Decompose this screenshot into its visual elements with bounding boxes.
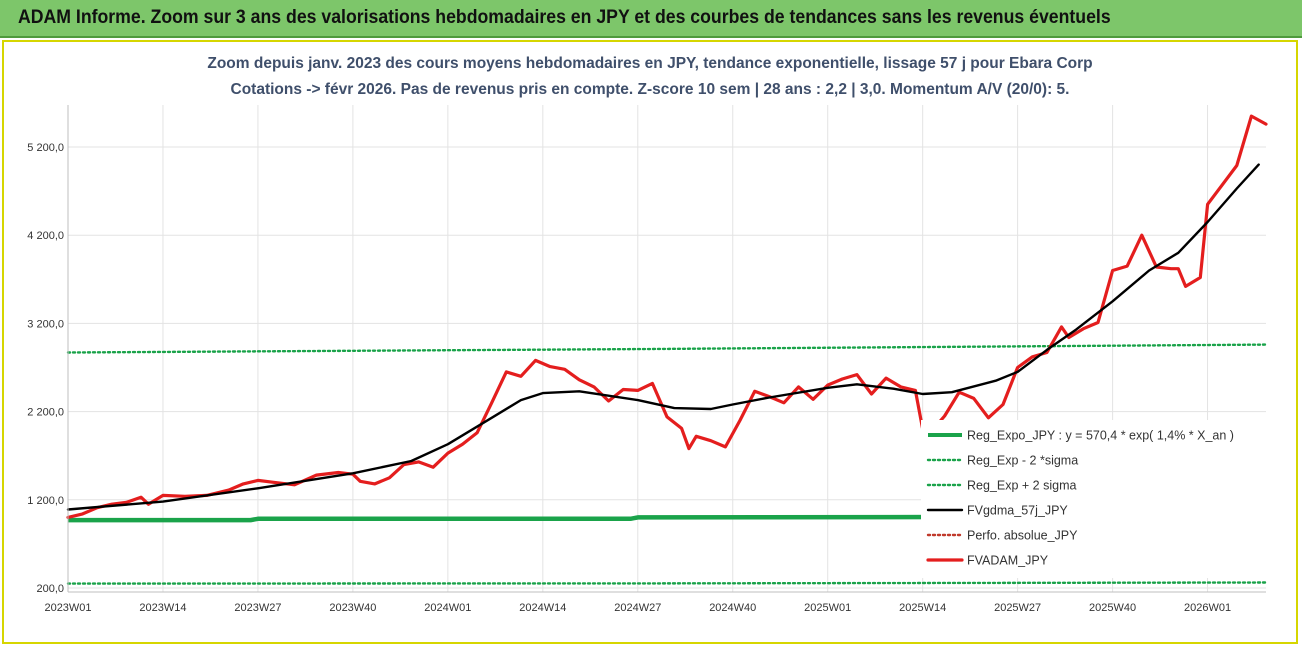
legend-label-0: Reg_Expo_JPY : y = 570,4 * exp( 1,4% * X… (967, 429, 1234, 443)
y-tick-label: 3 200,0 (27, 318, 64, 330)
y-tick-label: 1 200,0 (27, 495, 64, 507)
legend-label-3: FVgdma_57j_JPY (967, 504, 1068, 518)
x-tick-label: 2024W01 (424, 602, 471, 614)
banner-title: ADAM Informe. Zoom sur 3 ans des valoris… (18, 7, 1111, 28)
x-tick-label: 2024W27 (614, 602, 661, 614)
x-tick-label: 2023W14 (139, 602, 186, 614)
series-line-0 (68, 514, 1267, 523)
x-tick-label: 2025W40 (1089, 602, 1136, 614)
y-tick-label: 4 200,0 (27, 230, 64, 242)
legend-label-5: FVADAM_JPY (967, 554, 1049, 568)
x-tick-label: 2026W01 (1184, 602, 1231, 614)
y-tick-label: 200,0 (36, 583, 64, 595)
series-line-1 (66, 581, 1268, 585)
report-banner: ADAM Informe. Zoom sur 3 ans des valoris… (0, 0, 1302, 38)
y-tick-label: 5 200,0 (27, 142, 64, 154)
legend-box (921, 420, 1266, 578)
x-tick-label: 2024W40 (709, 602, 756, 614)
legend-label-1: Reg_Exp - 2 *sigma (967, 454, 1078, 468)
x-tick-label: 2025W27 (994, 602, 1041, 614)
chart-title-line1: Zoom depuis janv. 2023 des cours moyens … (207, 55, 1092, 72)
x-tick-label: 2023W27 (234, 602, 281, 614)
x-tick-label: 2023W40 (329, 602, 376, 614)
series-line-3 (66, 163, 1260, 511)
series-line-2 (66, 343, 1268, 354)
x-tick-label: 2023W01 (44, 602, 91, 614)
legend-label-2: Reg_Exp + 2 sigma (967, 479, 1076, 493)
y-tick-label: 2 200,0 (27, 407, 64, 419)
x-tick-label: 2025W01 (804, 602, 851, 614)
x-tick-label: 2025W14 (899, 602, 946, 614)
legend-label-4: Perfo. absolue_JPY (967, 529, 1078, 543)
chart-title-line2: Cotations -> févr 2026. Pas de revenus p… (231, 81, 1070, 98)
x-tick-label: 2024W14 (519, 602, 566, 614)
series-line-5 (66, 114, 1268, 519)
chart-frame (2, 40, 1298, 644)
